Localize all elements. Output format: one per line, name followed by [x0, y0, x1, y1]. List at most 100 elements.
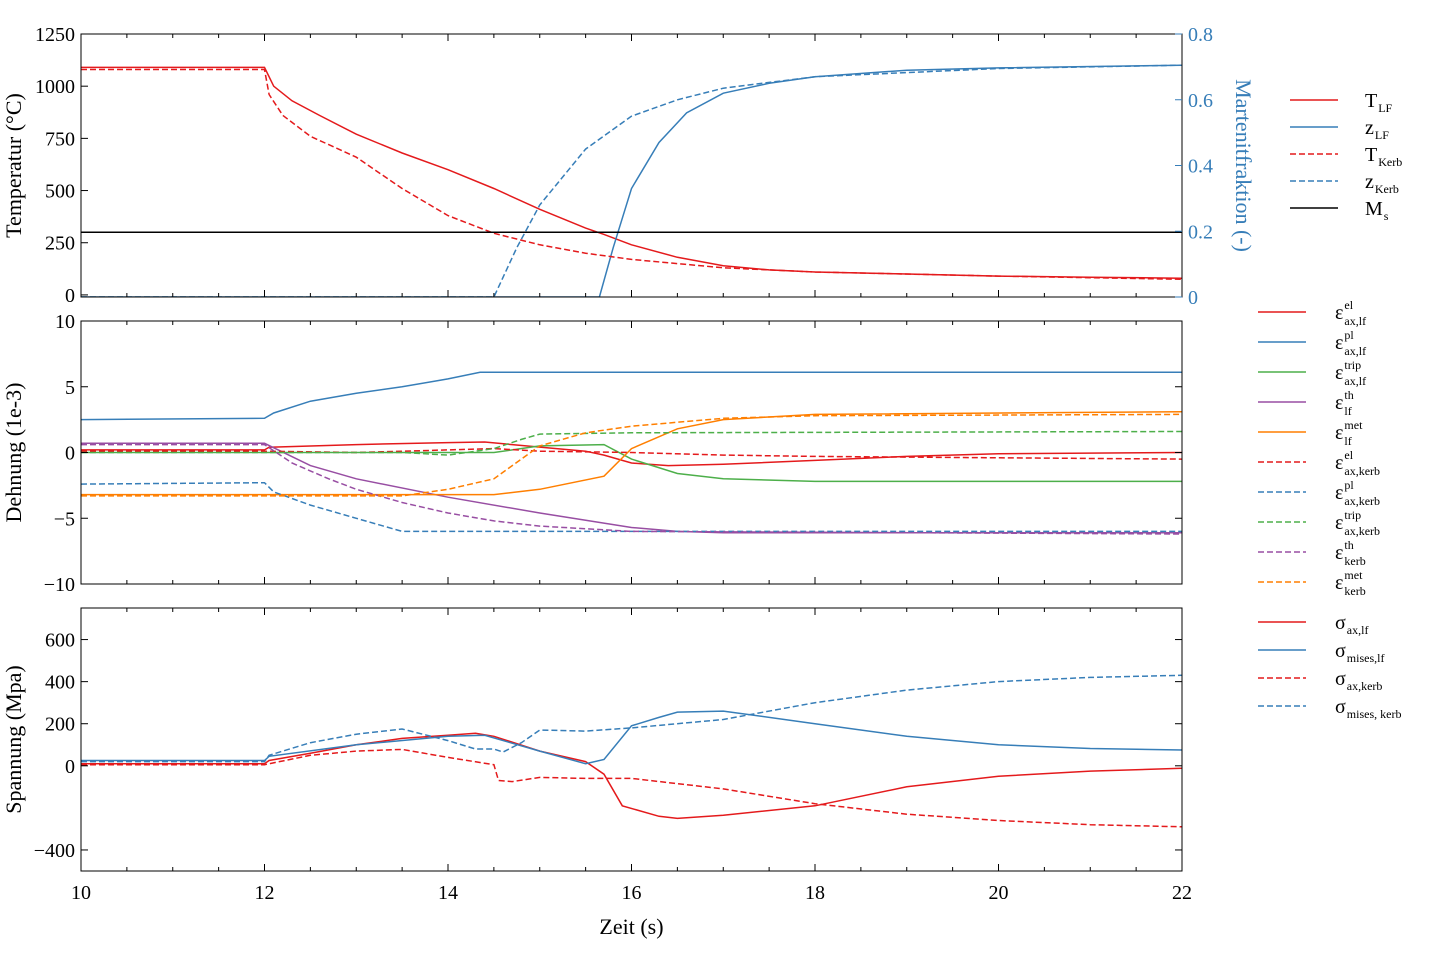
legend-label-sup: pl — [1344, 478, 1354, 492]
y-tick-label: 200 — [45, 714, 75, 736]
series-line-5 — [81, 410, 1182, 496]
y-tick-label: 1000 — [35, 76, 75, 98]
legend-label-base: ε — [1335, 392, 1343, 414]
axes-frame — [80, 33, 1183, 298]
legend-label-base: z — [1365, 171, 1374, 193]
x-axis-label: Zeit (s) — [599, 914, 663, 939]
legend-label-sup: th — [1344, 388, 1353, 402]
legend-label-base: M — [1365, 198, 1383, 220]
legend-label-base: ε — [1335, 542, 1343, 564]
series-line-8 — [81, 430, 1182, 456]
legend-label-sup: th — [1344, 538, 1353, 552]
legend-label-sub: Kerb — [1375, 182, 1399, 196]
x-tick-label: 14 — [438, 882, 458, 904]
legend-label-sub: LF — [1378, 101, 1392, 115]
series-line-3 — [81, 748, 1182, 828]
legend-label-sub: Kerb — [1378, 155, 1402, 169]
legend-label-sup: el — [1344, 298, 1353, 312]
x-tick-label: 22 — [1172, 882, 1192, 904]
y-axis-label: Temperatur (°C) — [1, 93, 26, 238]
legend-label-sup: pl — [1344, 328, 1354, 342]
y-tick-label: 5 — [65, 377, 75, 399]
legend-label-sub: ax,lf — [1344, 374, 1366, 388]
y-tick-label: −10 — [44, 574, 75, 596]
y-tick-label: 0 — [65, 285, 75, 307]
y-tick-label: 500 — [45, 181, 75, 203]
legend-label-sup: el — [1344, 448, 1353, 462]
y-tick-label: −5 — [54, 508, 75, 530]
legend-label-base: σ — [1335, 696, 1346, 718]
y-tick-label: −400 — [34, 840, 75, 862]
x-tick-label: 18 — [805, 882, 825, 904]
y-right-tick-label: 0.6 — [1188, 90, 1213, 112]
legend-label-base: σ — [1335, 612, 1346, 634]
legend-label-base: ε — [1335, 512, 1343, 534]
legend-label-base: σ — [1335, 640, 1346, 662]
legend-label-base: ε — [1335, 332, 1343, 354]
y-right-tick-label: 0.2 — [1188, 221, 1213, 243]
legend-label-sub: lf — [1344, 404, 1351, 418]
legend-label-base: ε — [1335, 422, 1343, 444]
series-line-9 — [81, 443, 1182, 535]
series-line-3 — [81, 443, 1182, 483]
legend-label-sub: mises, kerb — [1347, 707, 1402, 721]
legend-label-sub: lf — [1344, 434, 1351, 448]
legend-label-sub: ax,lf — [1344, 344, 1366, 358]
series-line-3 — [81, 68, 1182, 281]
legend-label-sub: LF — [1375, 128, 1389, 142]
series-line-1 — [81, 66, 1182, 279]
y-tick-label: 400 — [45, 672, 75, 694]
y-tick-label: 750 — [45, 128, 75, 150]
legend-label-sub: ax,lf — [1344, 314, 1366, 328]
x-tick-label: 10 — [71, 882, 91, 904]
series-line-4 — [81, 674, 1182, 763]
y-right-tick-label: 0.8 — [1188, 24, 1213, 46]
series-line-2 — [81, 710, 1182, 765]
y-tick-label: 600 — [45, 630, 75, 652]
legend-label-sub: ax,lf — [1347, 623, 1369, 637]
legend-label-sub: kerb — [1344, 584, 1365, 598]
series-line-4 — [81, 64, 1182, 297]
y-right-tick-label: 0.4 — [1188, 156, 1213, 178]
y-tick-label: 10 — [55, 311, 75, 333]
y-tick-label: 250 — [45, 233, 75, 255]
legend-label-sub: ax,kerb — [1344, 464, 1380, 478]
legend-label-base: ε — [1335, 482, 1343, 504]
y-tick-label: 1250 — [35, 24, 75, 46]
legend-label-sub: ax,kerb — [1344, 494, 1380, 508]
legend-label-base: σ — [1335, 668, 1346, 690]
legend-label-sub: ax,kerb — [1344, 524, 1380, 538]
legend-label-sub: kerb — [1344, 554, 1365, 568]
series-line-2 — [81, 64, 1182, 297]
legend-label-sup: trip — [1344, 508, 1361, 522]
legend-label-base: ε — [1335, 362, 1343, 384]
series-line-1 — [81, 732, 1182, 820]
series-line-1 — [81, 441, 1182, 467]
legend-label-sub: s — [1384, 209, 1389, 223]
y-tick-label: 0 — [65, 756, 75, 778]
series-line-10 — [81, 413, 1182, 497]
y-axis-label: Spannung (Mpa) — [1, 665, 26, 813]
x-tick-label: 16 — [622, 882, 642, 904]
x-tick-label: 12 — [255, 882, 275, 904]
legend-label-sup: met — [1344, 568, 1363, 582]
series-line-2 — [81, 371, 1182, 421]
legend-label-base: ε — [1335, 302, 1343, 324]
series-line-4 — [81, 442, 1182, 534]
axes-frame — [80, 607, 1183, 872]
y-axis-label: Dehnung (1e-3) — [1, 383, 26, 523]
series-line-7 — [81, 481, 1182, 533]
legend-label-base: ε — [1335, 572, 1343, 594]
legend-label-sup: trip — [1344, 358, 1361, 372]
legend-label-sub: ax,kerb — [1347, 679, 1383, 693]
legend-label-base: T — [1365, 144, 1377, 166]
legend-label-sup: met — [1344, 418, 1363, 432]
y-right-axis-label: Martenitfraktion (-) — [1231, 79, 1256, 252]
legend-label-sub: mises,lf — [1347, 651, 1385, 665]
y-tick-label: 0 — [65, 443, 75, 465]
x-tick-label: 20 — [989, 882, 1009, 904]
legend-label-base: T — [1365, 90, 1377, 112]
